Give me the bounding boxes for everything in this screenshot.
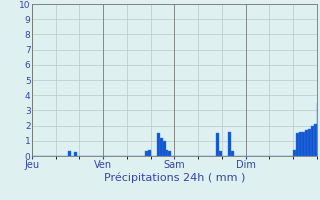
Bar [74, 152, 76, 156]
Bar [165, 150, 168, 156]
Bar [231, 151, 234, 156]
Bar [145, 151, 148, 156]
Bar [314, 124, 317, 156]
Bar [219, 151, 222, 156]
Bar [216, 133, 219, 156]
Bar [308, 129, 311, 156]
Bar [148, 150, 151, 156]
Bar [317, 103, 320, 156]
Bar [168, 151, 172, 156]
Bar [156, 133, 160, 156]
Bar [311, 126, 314, 156]
Bar [296, 133, 299, 156]
Bar [299, 132, 302, 156]
Bar [293, 150, 296, 156]
Bar [160, 138, 163, 156]
Bar [68, 151, 71, 156]
Bar [305, 130, 308, 156]
Bar [228, 132, 231, 156]
Bar [163, 141, 165, 156]
X-axis label: Précipitations 24h ( mm ): Précipitations 24h ( mm ) [104, 173, 245, 183]
Bar [302, 132, 305, 156]
